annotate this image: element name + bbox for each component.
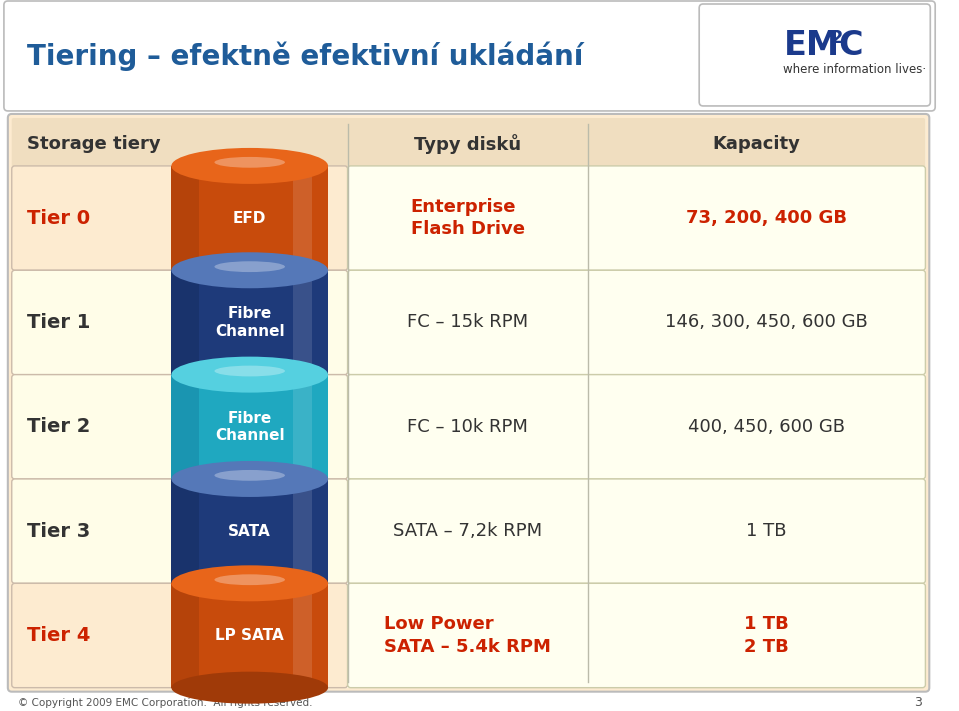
Bar xyxy=(172,166,199,270)
Ellipse shape xyxy=(215,574,285,585)
Text: Tier 4: Tier 4 xyxy=(28,626,91,645)
Ellipse shape xyxy=(172,358,328,390)
Ellipse shape xyxy=(215,365,285,376)
Text: EMC: EMC xyxy=(784,29,864,63)
Text: Fibre
Channel: Fibre Channel xyxy=(215,306,285,338)
Text: Tier 2: Tier 2 xyxy=(28,417,91,437)
Text: FC – 15k RPM: FC – 15k RPM xyxy=(407,314,528,331)
Ellipse shape xyxy=(172,461,328,497)
Text: 146, 300, 450, 600 GB: 146, 300, 450, 600 GB xyxy=(665,314,868,331)
Text: EFD: EFD xyxy=(233,210,267,225)
Text: Fibre
Channel: Fibre Channel xyxy=(215,410,285,443)
Text: Tier 3: Tier 3 xyxy=(28,522,91,540)
Text: Typy disků: Typy disků xyxy=(414,134,521,154)
Ellipse shape xyxy=(172,255,328,287)
Ellipse shape xyxy=(215,261,285,272)
Bar xyxy=(292,270,313,375)
FancyBboxPatch shape xyxy=(8,114,929,692)
Text: 1 TB
2 TB: 1 TB 2 TB xyxy=(744,615,788,656)
Text: LP SATA: LP SATA xyxy=(216,628,284,643)
Bar xyxy=(292,166,313,270)
FancyBboxPatch shape xyxy=(347,479,925,583)
Bar xyxy=(172,270,328,375)
FancyBboxPatch shape xyxy=(4,1,935,111)
Bar xyxy=(292,479,313,583)
Bar xyxy=(172,583,199,688)
FancyBboxPatch shape xyxy=(12,166,347,270)
Text: FC – 10k RPM: FC – 10k RPM xyxy=(408,418,528,436)
Bar xyxy=(172,166,328,270)
Bar xyxy=(172,583,328,688)
Bar xyxy=(172,479,199,583)
Text: where information lives·: where information lives· xyxy=(784,63,926,77)
Bar xyxy=(172,479,328,583)
Ellipse shape xyxy=(172,148,328,184)
Text: 3: 3 xyxy=(915,696,923,709)
Text: 400, 450, 600 GB: 400, 450, 600 GB xyxy=(688,418,845,436)
FancyBboxPatch shape xyxy=(12,118,925,168)
Text: Tiering – efektně efektivní ukládání: Tiering – efektně efektivní ukládání xyxy=(28,41,584,70)
Bar xyxy=(292,583,313,688)
Text: Storage tiery: Storage tiery xyxy=(28,135,161,153)
Bar xyxy=(172,270,199,375)
Ellipse shape xyxy=(215,157,285,168)
Text: SATA – 7,2k RPM: SATA – 7,2k RPM xyxy=(393,522,542,540)
Ellipse shape xyxy=(172,252,328,288)
FancyBboxPatch shape xyxy=(347,166,925,270)
FancyBboxPatch shape xyxy=(12,270,347,375)
FancyBboxPatch shape xyxy=(347,583,925,688)
Text: Tier 0: Tier 0 xyxy=(28,208,90,228)
FancyBboxPatch shape xyxy=(347,375,925,479)
Ellipse shape xyxy=(172,565,328,602)
FancyBboxPatch shape xyxy=(12,583,347,688)
Text: 2: 2 xyxy=(830,29,843,47)
Text: 1 TB: 1 TB xyxy=(746,522,786,540)
Bar xyxy=(172,375,199,479)
Text: 73, 200, 400 GB: 73, 200, 400 GB xyxy=(686,209,847,227)
Ellipse shape xyxy=(215,470,285,481)
FancyBboxPatch shape xyxy=(347,270,925,375)
Text: Low Power
SATA – 5.4k RPM: Low Power SATA – 5.4k RPM xyxy=(385,616,551,656)
FancyBboxPatch shape xyxy=(12,375,347,479)
FancyBboxPatch shape xyxy=(12,479,347,583)
Text: Kapacity: Kapacity xyxy=(713,135,801,153)
Text: © Copyright 2009 EMC Corporation.  All rights reserved.: © Copyright 2009 EMC Corporation. All ri… xyxy=(17,697,312,707)
Ellipse shape xyxy=(172,357,328,392)
Ellipse shape xyxy=(172,463,328,495)
Bar xyxy=(172,375,328,479)
Text: Tier 1: Tier 1 xyxy=(28,313,91,332)
Ellipse shape xyxy=(172,672,328,704)
Text: Enterprise
Flash Drive: Enterprise Flash Drive xyxy=(410,198,525,238)
FancyBboxPatch shape xyxy=(345,118,925,688)
Ellipse shape xyxy=(172,567,328,599)
FancyBboxPatch shape xyxy=(699,4,930,106)
Text: SATA: SATA xyxy=(228,523,271,539)
Bar xyxy=(292,375,313,479)
